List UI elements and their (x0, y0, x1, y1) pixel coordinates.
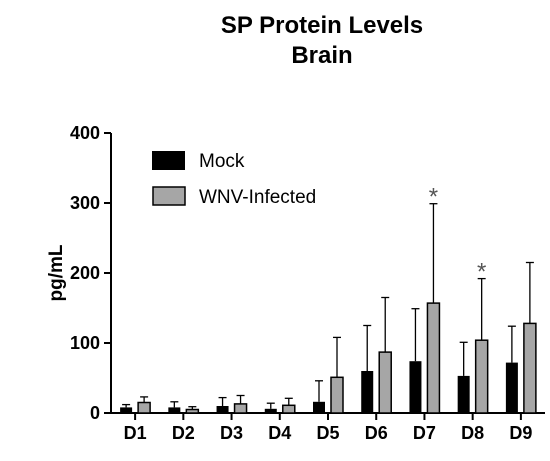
bar-mock (264, 408, 277, 413)
chart-title-line-2: Brain (291, 42, 352, 69)
x-tick-label: D6 (365, 423, 388, 443)
legend: Mock WNV-Infected (152, 151, 316, 208)
x-tick-label: D3 (220, 423, 243, 443)
y-tick-label: 100 (70, 333, 100, 353)
bar-wnv-infected (523, 322, 537, 414)
legend-label-mock: Mock (199, 151, 245, 172)
bar-wnv-infected (474, 339, 489, 414)
bar-mock (409, 361, 422, 413)
bar-wnv-infected (330, 376, 344, 414)
significance-marker: * (477, 259, 486, 286)
bar-mock (505, 362, 518, 413)
y-tick-label: 300 (70, 193, 100, 213)
legend-label-wnv-infected: WNV-Infected (199, 187, 316, 208)
bar-wnv-infected (185, 408, 200, 414)
bar-mock (313, 401, 325, 413)
plot-area: 0 100 200 300 400 D1 D2 D3 D4 D5 D6 D7 D8 D9 * * (70, 123, 545, 443)
bar-mock (216, 406, 229, 413)
bar-wnv-infected (282, 404, 296, 414)
bar-mock (457, 375, 470, 413)
bar-mock (120, 407, 133, 413)
bar-wnv-infected (137, 401, 151, 414)
x-tick-label: D7 (413, 423, 436, 443)
y-axis-label: pg/mL (46, 244, 67, 301)
x-tick-label: D1 (124, 423, 147, 443)
bar-mock (361, 371, 374, 413)
bar-wnv-infected (378, 351, 392, 414)
x-tick-label: D8 (461, 423, 484, 443)
bar-wnv-infected (233, 403, 248, 414)
y-tick-label: 200 (70, 263, 100, 283)
legend-swatch-wnv-infected (152, 186, 186, 206)
y-tick-label: 400 (70, 123, 100, 143)
legend-swatch-mock (152, 151, 185, 170)
bar-mock (168, 407, 181, 413)
x-tick-label: D5 (316, 423, 339, 443)
x-tick-label: D2 (172, 423, 195, 443)
x-tick-label: D4 (268, 423, 291, 443)
bar-wnv-infected (426, 302, 441, 414)
chart-title-line-1: SP Protein Levels (221, 12, 423, 39)
significance-marker: * (429, 184, 438, 211)
y-tick-label: 0 (90, 403, 100, 423)
x-tick-label: D9 (509, 423, 532, 443)
